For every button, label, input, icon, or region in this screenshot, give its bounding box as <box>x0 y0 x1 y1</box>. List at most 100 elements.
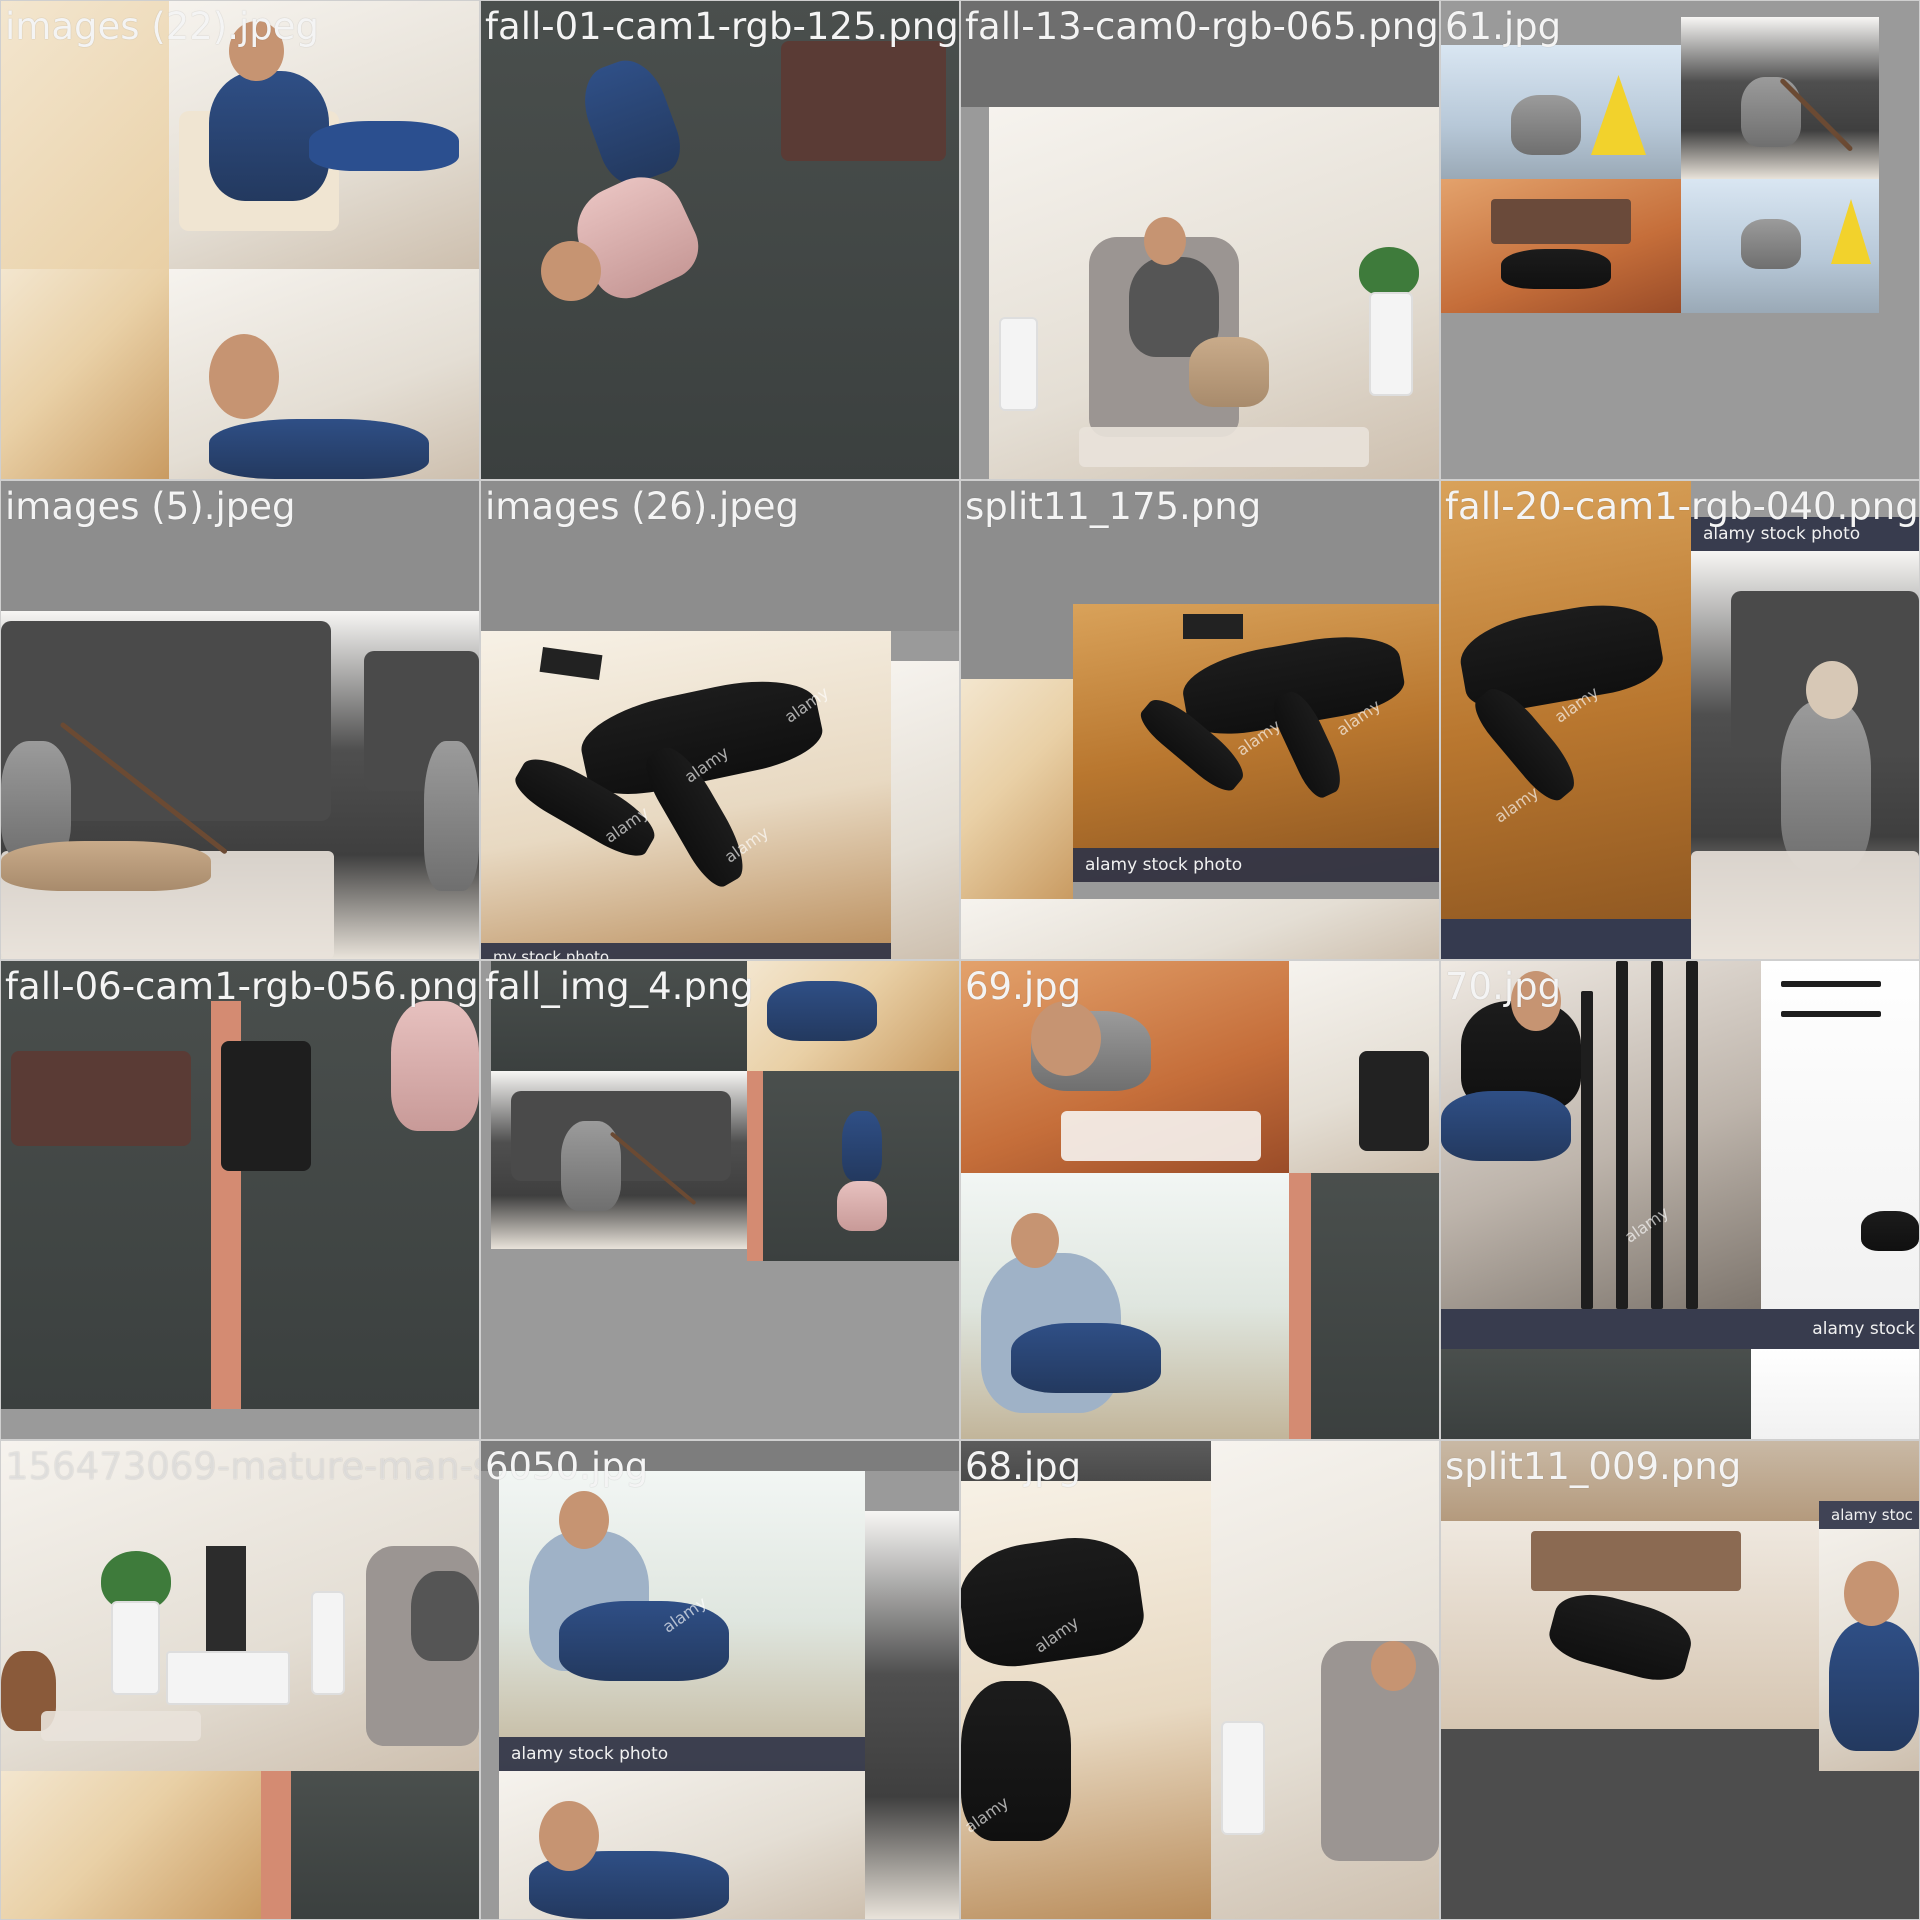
object-on-floor <box>1183 614 1243 639</box>
tile-caption: images (5).jpeg <box>5 485 296 528</box>
photo-woman-floor <box>1441 1521 1819 1729</box>
tile-2[interactable]: fall-01-cam1-rgb-125.png <box>481 1 959 479</box>
tile-caption: 61.jpg <box>1445 5 1562 48</box>
tile-7[interactable]: alamy alamy alamy stock photo split11_17… <box>961 481 1439 959</box>
photo-warm-room <box>1 1771 261 1919</box>
photo-man-collapsed: alamy alamy <box>1441 481 1691 959</box>
stock-caption: alamy stock photo <box>1073 848 1439 882</box>
tile-caption: split11_175.png <box>965 485 1262 528</box>
tile-caption: fall-06-cam1-rgb-056.png <box>5 965 479 1008</box>
photo-strip-bottom <box>961 899 1439 959</box>
person <box>424 741 479 891</box>
person <box>1544 1584 1698 1688</box>
person-legs <box>1 841 211 891</box>
tile-caption: 156473069-mature-man-sitting-in-armch <box>5 1445 479 1488</box>
tile-4[interactable]: 61.jpg <box>1441 1 1919 479</box>
person-legs <box>1011 1323 1161 1393</box>
person-legs <box>842 1111 882 1181</box>
stair-rail <box>1686 961 1698 1309</box>
air-purifier <box>311 1591 345 1695</box>
stair-rail <box>1581 991 1593 1309</box>
tile-10[interactable]: fall_img_4.png <box>481 961 959 1439</box>
photo-man-lying <box>499 1771 865 1919</box>
tile-9[interactable]: fall-06-cam1-rgb-056.png <box>1 961 479 1439</box>
tile-16[interactable]: alamy stoc split11_009.png <box>1441 1441 1919 1919</box>
tile-12[interactable]: alamy alamy stock 70.jpg <box>1441 961 1919 1439</box>
padding-bar <box>481 1441 959 1471</box>
tile-11[interactable]: 69.jpg <box>961 961 1439 1439</box>
photo-man-on-sofa <box>169 1 479 269</box>
stair-rail <box>1616 961 1628 1309</box>
person-head <box>1806 661 1858 719</box>
office-chair <box>221 1041 311 1171</box>
air-purifier <box>1221 1721 1265 1835</box>
stair-rail <box>1781 1011 1881 1017</box>
object-on-floor <box>539 646 603 681</box>
tile-caption: 6050.jpg <box>485 1445 649 1488</box>
tile-3[interactable]: fall-13-cam0-rgb-065.png <box>961 1 1439 479</box>
photo-man-lying <box>169 269 479 479</box>
person-legs <box>1189 337 1269 407</box>
tile-14[interactable]: alamy alamy stock photo 6050.jpg <box>481 1441 959 1919</box>
person-head <box>209 334 279 419</box>
photo-woman-cane <box>1681 17 1879 179</box>
photo-warm-room <box>1 269 169 479</box>
photo-woman-stairs <box>961 961 1289 1173</box>
stock-caption: alamy stock photo <box>1691 517 1919 551</box>
tile-caption: fall-20-cam1-rgb-040.png <box>1445 485 1919 528</box>
person-body <box>961 1529 1149 1673</box>
tile-caption: fall-01-cam1-rgb-125.png <box>485 5 959 48</box>
person-head <box>1011 1213 1059 1268</box>
tv-stand <box>166 1651 290 1705</box>
pot <box>1369 292 1413 396</box>
tile-13[interactable]: 156473069-mature-man-sitting-in-armch <box>1 1441 479 1919</box>
person <box>1781 701 1871 871</box>
rug <box>1691 851 1919 959</box>
photo-strip-top <box>961 1441 1211 1481</box>
person-head <box>1144 217 1186 265</box>
photo-woman-cane <box>1 611 334 959</box>
plant <box>1359 247 1419 297</box>
photo-man-sitting-floor <box>961 1173 1289 1439</box>
tile-1[interactable]: images (22).jpeg <box>1 1 479 479</box>
office-chair <box>1359 1051 1429 1151</box>
photo-white <box>1751 1349 1919 1439</box>
chair <box>781 41 946 161</box>
papers <box>1061 1111 1261 1161</box>
person-foot <box>1861 1211 1919 1251</box>
tile-8[interactable]: alamy alamy alamy stock photo fall-20-ca… <box>1441 481 1919 959</box>
person-body <box>209 419 429 479</box>
person-body <box>209 71 329 201</box>
person-head <box>559 1491 609 1549</box>
stock-caption: alamy stock <box>1441 1309 1919 1349</box>
photo-woman-cane <box>491 1071 747 1249</box>
photo-man-collapsed: alamy alamy <box>961 1481 1211 1919</box>
tile-caption: fall_img_4.png <box>485 965 754 1008</box>
desk-edge <box>747 1071 763 1261</box>
photo-man-on-sofa <box>1819 1501 1919 1771</box>
person-body <box>837 1181 887 1231</box>
person-legs <box>572 50 690 192</box>
tile-15[interactable]: alamy alamy 68.jpg <box>961 1441 1439 1919</box>
photo-stairs-white <box>1761 961 1919 1309</box>
tile-caption: images (22).jpeg <box>5 5 320 48</box>
photo-man-armchair <box>1211 1441 1439 1919</box>
photo-man-collapsed: alamy alamy alamy stock photo <box>1073 604 1439 882</box>
desk-edge <box>261 1771 291 1919</box>
rug <box>41 1711 201 1741</box>
photo-strip <box>891 661 959 959</box>
photo-fall-wet-floor <box>1441 45 1681 179</box>
wet-floor-sign <box>1831 199 1871 264</box>
rug <box>1079 427 1369 467</box>
person <box>1501 249 1611 289</box>
photo-office <box>1289 961 1439 1173</box>
photo-overhead-office <box>1289 1173 1439 1439</box>
person-head <box>1031 1001 1101 1076</box>
tile-5[interactable]: images (5).jpeg <box>1 481 479 959</box>
tile-caption: 70.jpg <box>1445 965 1562 1008</box>
tile-6[interactable]: alamy alamy alamy alamy my stock photo i… <box>481 481 959 959</box>
person-legs <box>559 1601 729 1681</box>
watermark: alamy <box>1621 1202 1673 1247</box>
footer-bar <box>1441 919 1691 959</box>
